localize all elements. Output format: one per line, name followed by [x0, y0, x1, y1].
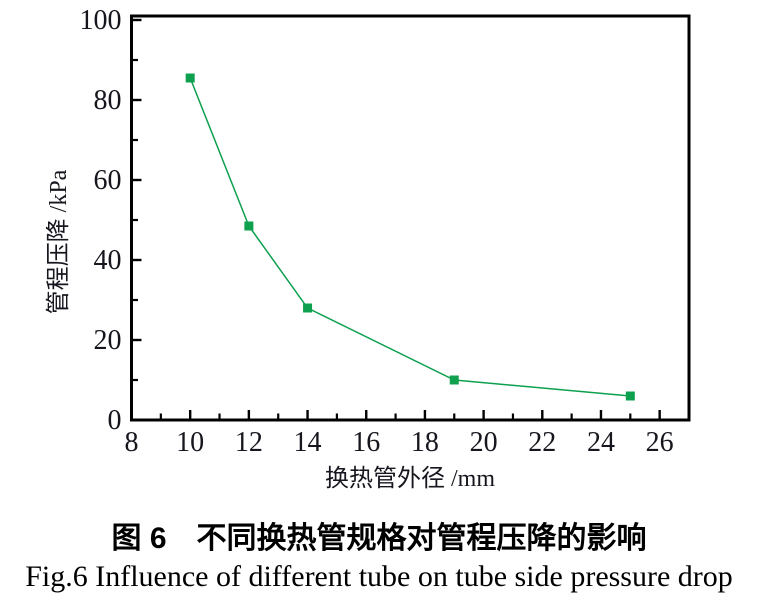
data-line [189, 77, 631, 397]
chart-layer: 0 20 40 60 80 100 8 10 12 14 16 18 20 22 24 26 [80, 5, 691, 458]
y-tick-label: 0 [108, 405, 122, 436]
x-tick-label: 16 [352, 427, 380, 458]
plot-frame [130, 14, 691, 422]
chart: 0 20 40 60 80 100 8 10 12 14 16 18 20 22 24 26 换热管外径 /m… [45, 5, 691, 492]
x-tick-label: 12 [235, 427, 263, 458]
x-axis-title: 换热管外径 /mm [325, 465, 495, 492]
x-tick-label: 24 [587, 427, 615, 458]
x-tick-label: 18 [411, 427, 439, 458]
data-point-marker [185, 73, 195, 83]
y-tick-label: 100 [80, 5, 122, 36]
y-tick-label: 80 [94, 85, 122, 116]
x-tick-label: 26 [646, 427, 674, 458]
x-tick-label: 10 [176, 427, 204, 458]
data-point-marker [449, 375, 459, 385]
figure-caption-en: Fig.6 Influence of different tube on tub… [25, 560, 733, 593]
x-tick-label: 8 [125, 427, 139, 458]
y-axis-title: 管程压降 /kPa [45, 169, 72, 314]
y-tick-label: 60 [94, 165, 122, 196]
x-tick-label: 20 [470, 427, 498, 458]
data-point-marker [244, 221, 254, 231]
data-point-marker [303, 303, 313, 313]
figure-caption-zh: 图 6 不同换热管规格对管程压降的影响 [111, 522, 647, 555]
data-point-marker [625, 391, 635, 401]
x-tick-label: 14 [294, 427, 322, 458]
y-tick-label: 20 [94, 325, 122, 356]
x-tick-label: 22 [528, 427, 556, 458]
y-tick-label: 40 [94, 245, 122, 276]
